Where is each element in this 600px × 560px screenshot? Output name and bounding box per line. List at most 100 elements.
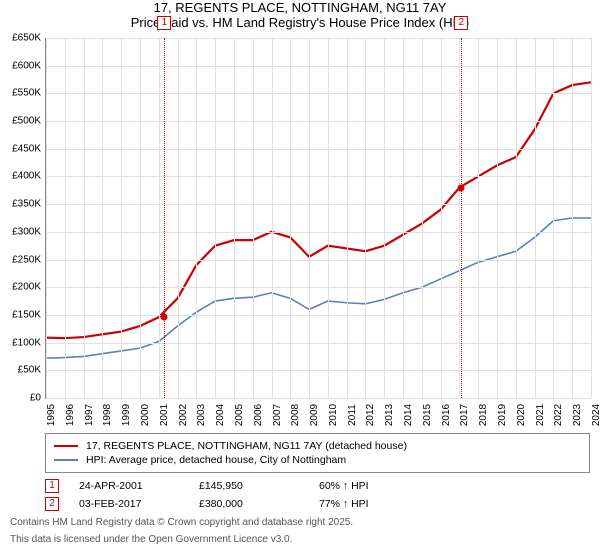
- transaction-row: 203-FEB-2017£380,00077% ↑ HPI: [45, 497, 590, 511]
- transaction-marker-box: 2: [45, 497, 59, 511]
- transaction-date: 24-APR-2001: [79, 480, 199, 492]
- y-axis-label: £100K: [1, 337, 41, 348]
- gridline-v: [441, 38, 442, 398]
- x-axis-label: 2024: [591, 404, 600, 426]
- x-axis-label: 2015: [422, 404, 433, 426]
- gridline-h: [46, 370, 591, 371]
- x-axis-label: 2001: [159, 404, 170, 426]
- transaction-row: 1 24-APR-2001£145,95060% ↑ HPI: [45, 479, 590, 493]
- gridline-v: [234, 38, 235, 398]
- gridline-v: [46, 38, 47, 398]
- gridline-v: [290, 38, 291, 398]
- gridline-v: [178, 38, 179, 398]
- footnote-1: Contains HM Land Registry data © Crown c…: [10, 517, 590, 528]
- y-axis-label: £500K: [1, 116, 41, 127]
- gridline-v: [159, 38, 160, 398]
- gridline-h: [46, 176, 591, 177]
- legend-swatch: [54, 445, 78, 447]
- y-axis-label: £50K: [1, 365, 41, 376]
- sale-vline: [461, 38, 462, 398]
- x-axis-label: 2011: [347, 404, 358, 426]
- transaction-marker-box: 1: [45, 479, 59, 493]
- chart-title-line2: Price paid vs. HM Land Registry's House …: [0, 15, 600, 30]
- gridline-v: [328, 38, 329, 398]
- gridline-v: [422, 38, 423, 398]
- chart-lines-svg: [46, 38, 591, 398]
- gridline-v: [309, 38, 310, 398]
- x-axis-label: 2014: [403, 404, 414, 426]
- gridline-h: [46, 260, 591, 261]
- x-axis-label: 2012: [365, 404, 376, 426]
- x-axis-label: 2008: [290, 404, 301, 426]
- gridline-v: [591, 38, 592, 398]
- transaction-price: £145,950: [199, 480, 319, 492]
- gridline-v: [84, 38, 85, 398]
- x-axis-label: 2020: [516, 404, 527, 426]
- gridline-h: [46, 93, 591, 94]
- gridline-h: [46, 149, 591, 150]
- x-axis-label: 1999: [121, 404, 132, 426]
- y-axis-label: £200K: [1, 282, 41, 293]
- legend-swatch: [54, 459, 78, 461]
- gridline-v: [384, 38, 385, 398]
- footnote-2: This data is licensed under the Open Gov…: [10, 534, 590, 545]
- x-axis-label: 2000: [140, 404, 151, 426]
- gridline-v: [572, 38, 573, 398]
- gridline-h: [46, 204, 591, 205]
- gridline-v: [102, 38, 103, 398]
- y-axis-label: £400K: [1, 171, 41, 182]
- sale-marker-dot: [458, 184, 465, 191]
- x-axis-label: 2023: [572, 404, 583, 426]
- y-axis-label: £250K: [1, 254, 41, 265]
- chart-title-line1: 17, REGENTS PLACE, NOTTINGHAM, NG11 7AY: [0, 0, 600, 15]
- y-axis-label: £150K: [1, 309, 41, 320]
- sale-marker-box: 1: [157, 16, 171, 30]
- plot-area: £0£50K£100K£150K£200K£250K£300K£350K£400…: [45, 38, 591, 399]
- transaction-rows: 1 24-APR-2001£145,95060% ↑ HPI 2 03-FEB-201…: [45, 479, 590, 511]
- x-axis-label: 2002: [178, 404, 189, 426]
- chart-container: 17, REGENTS PLACE, NOTTINGHAM, NG11 7AY …: [0, 0, 600, 545]
- y-axis-label: £550K: [1, 88, 41, 99]
- gridline-v: [347, 38, 348, 398]
- x-axis-label: 1996: [65, 404, 76, 426]
- sale-vline: [164, 38, 165, 398]
- gridline-v: [403, 38, 404, 398]
- gridline-v: [215, 38, 216, 398]
- gridline-v: [478, 38, 479, 398]
- gridline-v: [121, 38, 122, 398]
- legend-label: 17, REGENTS PLACE, NOTTINGHAM, NG11 7AY …: [86, 440, 407, 452]
- x-axis-label: 2018: [478, 404, 489, 426]
- transaction-pct: 60% ↑ HPI: [319, 480, 439, 492]
- transaction-pct: 77% ↑ HPI: [319, 498, 439, 510]
- gridline-v: [253, 38, 254, 398]
- x-axis-label: 2003: [196, 404, 207, 426]
- x-axis-label: 2016: [441, 404, 452, 426]
- x-axis-label: 2004: [215, 404, 226, 426]
- gridline-v: [516, 38, 517, 398]
- y-axis-label: £0: [1, 393, 41, 404]
- x-axis-label: 2021: [535, 404, 546, 426]
- y-axis-label: £650K: [1, 33, 41, 44]
- x-axis-label: 2022: [553, 404, 564, 426]
- y-axis-label: £450K: [1, 143, 41, 154]
- gridline-v: [497, 38, 498, 398]
- x-axis-label: 2017: [459, 404, 470, 426]
- gridline-v: [140, 38, 141, 398]
- y-axis-label: £300K: [1, 226, 41, 237]
- gridline-v: [196, 38, 197, 398]
- gridline-v: [272, 38, 273, 398]
- y-axis-label: £600K: [1, 60, 41, 71]
- x-axis-label: 2007: [272, 404, 283, 426]
- gridline-v: [459, 38, 460, 398]
- legend-label: HPI: Average price, detached house, City…: [86, 454, 346, 466]
- gridline-h: [46, 38, 591, 39]
- gridline-h: [46, 66, 591, 67]
- x-axis-label: 1998: [102, 404, 113, 426]
- gridline-v: [535, 38, 536, 398]
- gridline-v: [553, 38, 554, 398]
- legend-row: HPI: Average price, detached house, City…: [54, 454, 581, 466]
- transaction-date: 03-FEB-2017: [79, 498, 199, 510]
- gridline-v: [365, 38, 366, 398]
- x-axis-label: 1995: [46, 404, 57, 426]
- x-axis-label: 2010: [328, 404, 339, 426]
